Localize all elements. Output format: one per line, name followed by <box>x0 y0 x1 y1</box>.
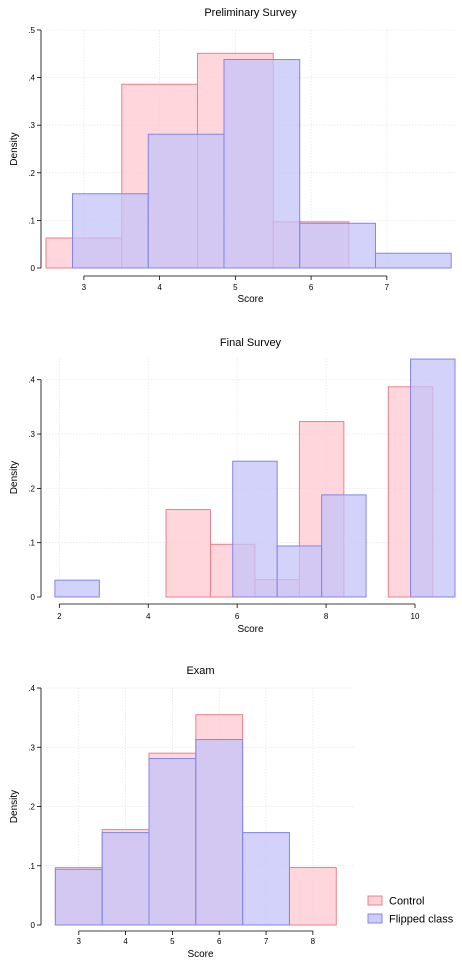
x-tick-label: 7 <box>264 937 269 946</box>
flipped-bar <box>223 59 301 269</box>
flipped-bar <box>54 579 100 598</box>
legend-label-flipped: Flipped class <box>389 914 454 926</box>
flipped-bar <box>299 222 376 269</box>
flipped-bar <box>54 868 103 926</box>
y-tick-label: .1 <box>28 539 35 548</box>
flipped-bar <box>148 758 197 926</box>
chart-title: Preliminary Survey <box>204 7 297 19</box>
x-tick-label: 6 <box>309 283 314 292</box>
y-axis-label: Density <box>9 132 20 165</box>
flipped-bar <box>276 545 323 598</box>
flipped-bar <box>374 252 452 269</box>
flipped-bar <box>410 358 456 598</box>
legend-swatch-flipped <box>367 913 383 924</box>
flipped-bar <box>195 739 244 926</box>
chart-title: Final Survey <box>220 337 282 349</box>
x-axis-label: Score <box>187 949 214 960</box>
x-tick-label: 2 <box>57 612 62 621</box>
x-tick-label: 8 <box>324 612 329 621</box>
y-tick-label: .3 <box>28 743 35 752</box>
y-tick-label: .1 <box>28 216 35 225</box>
y-tick-label: 0 <box>31 593 36 602</box>
x-tick-label: 5 <box>233 283 238 292</box>
y-tick-label: .2 <box>28 169 35 178</box>
flipped-bar <box>232 460 278 598</box>
flipped-bar <box>72 193 149 269</box>
flipped-bar <box>147 133 225 269</box>
x-tick-label: 6 <box>235 612 240 621</box>
y-tick-label: .4 <box>28 74 35 83</box>
x-tick-label: 5 <box>170 937 175 946</box>
y-tick-label: .1 <box>28 862 35 871</box>
x-tick-label: 7 <box>385 283 390 292</box>
legend: Control Flipped class <box>367 895 454 926</box>
panel-3: 0 .1 .2 .3 .4 3 4 5 6 7 8 Exam Score Density <box>9 665 355 960</box>
y-tick-label: .2 <box>28 484 35 493</box>
y-tick-label: 0 <box>31 264 36 273</box>
x-tick-label: 4 <box>157 283 162 292</box>
y-tick-label: .3 <box>28 121 35 130</box>
x-tick-label: 10 <box>411 612 420 621</box>
x-axis-label: Score <box>237 624 264 635</box>
flipped-bar <box>321 494 367 598</box>
chart-title: Exam <box>186 665 214 677</box>
x-tick-label: 4 <box>123 937 128 946</box>
x-tick-label: 8 <box>311 937 316 946</box>
panel-1: 0 .1 .2 .3 .4 .5 3 4 5 6 7 Preliminary Survey Score D… <box>9 7 455 305</box>
control-bar <box>288 867 337 926</box>
y-tick-label: .4 <box>28 376 35 385</box>
y-axis-label: Density <box>9 790 20 823</box>
y-tick-label: .4 <box>28 684 35 693</box>
x-tick-label: 3 <box>77 937 82 946</box>
control-bar <box>165 509 211 598</box>
legend-swatch-control <box>367 895 383 906</box>
panel-2: 0 .1 .2 .3 .4 2 4 6 8 10 Final Survey Score Density <box>9 337 456 635</box>
y-tick-label: 0 <box>31 921 36 930</box>
y-tick-label: .5 <box>28 26 35 35</box>
y-tick-label: .2 <box>28 803 35 812</box>
flipped-bar <box>242 832 290 926</box>
x-tick-label: 3 <box>82 283 87 292</box>
y-tick-label: .3 <box>28 430 35 439</box>
x-tick-label: 6 <box>217 937 222 946</box>
flipped-bar <box>101 832 150 926</box>
legend-label-control: Control <box>389 896 424 908</box>
y-axis-label: Density <box>9 461 20 494</box>
x-tick-label: 4 <box>146 612 151 621</box>
x-axis-label: Score <box>237 294 264 305</box>
